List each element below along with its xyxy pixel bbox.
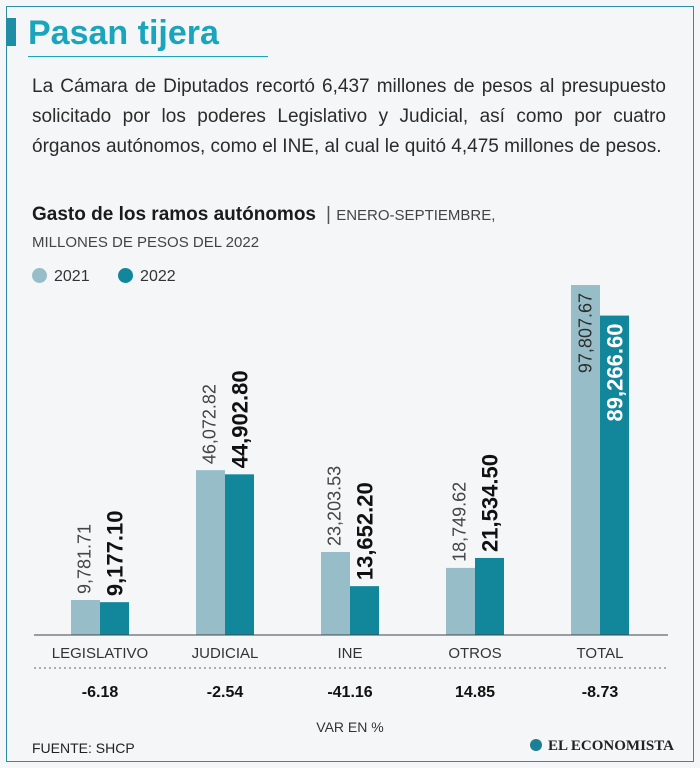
variation-value-total: -8.73 <box>582 684 619 701</box>
value-label-2021-legislativo: 9,781.71 <box>75 524 95 594</box>
category-label-total: TOTAL <box>577 645 624 662</box>
bar-2022-total <box>600 315 629 635</box>
bar-2022-legislativo <box>100 602 129 635</box>
chart-subtitle: Gasto de los ramos autónomos | ENERO-SEPT… <box>32 204 495 226</box>
header-underline <box>28 56 268 57</box>
bar-2022-judicial <box>225 474 254 635</box>
variation-value-judicial: -2.54 <box>207 684 244 701</box>
value-label-2021-total: 97,807.67 <box>576 293 596 373</box>
brand-logo: EL ECONOMISTA <box>530 738 674 755</box>
chart-title: Gasto de los ramos autónomos <box>32 204 316 225</box>
subtitle-separator: | <box>326 204 331 225</box>
legend-swatch-2022 <box>118 268 134 283</box>
source-note: FUENTE: SHCP <box>32 740 135 756</box>
bar-2022-otros <box>475 557 504 635</box>
category-label-legislativo: LEGISLATIVO <box>52 645 148 662</box>
legend-label-2022: 2022 <box>140 268 176 285</box>
variation-value-ine: -41.16 <box>327 684 372 701</box>
value-label-2021-ine: 23,203.53 <box>325 466 345 546</box>
value-label-2021-otros: 18,749.62 <box>450 482 470 562</box>
bar-2022-ine <box>350 586 379 635</box>
legend-label-2021: 2021 <box>54 268 90 285</box>
subtitle-units: MILLONES DE PESOS DEL 2022 <box>32 234 260 251</box>
bar-2021-judicial <box>196 470 225 635</box>
value-label-2022-total: 89,266.60 <box>603 324 628 422</box>
frame-border <box>6 6 694 762</box>
intro-paragraph: La Cámara de Diputados recortó 6,437 mil… <box>32 76 666 157</box>
variation-axis-label: VAR EN % <box>316 719 383 735</box>
bar-2021-legislativo <box>71 599 100 635</box>
bar-2021-ine <box>321 551 350 635</box>
brand-logo-icon <box>530 739 542 751</box>
variation-value-otros: 14.85 <box>455 684 495 701</box>
bar-2021-otros <box>446 567 475 635</box>
page-title: Pasan tijera <box>28 14 219 52</box>
category-label-otros: OTROS <box>448 645 501 662</box>
legend-item-2022: 2022 <box>118 268 176 286</box>
legend-swatch-2021 <box>32 268 47 283</box>
legend-item-2021: 2021 <box>32 268 90 286</box>
category-label-judicial: JUDICIAL <box>192 645 259 662</box>
chart-legend: 2021 2022 <box>32 268 200 290</box>
header: Pasan tijera <box>0 12 270 57</box>
value-label-2022-otros: 21,534.50 <box>478 454 503 552</box>
value-label-2022-legislativo: 9,177.10 <box>103 511 128 597</box>
category-label-ine: INE <box>337 645 362 662</box>
value-label-2022-judicial: 44,902.80 <box>228 370 253 468</box>
variation-value-legislativo: -6.18 <box>82 684 119 701</box>
bar-2021-total <box>571 285 600 635</box>
value-label-2021-judicial: 46,072.82 <box>200 384 220 464</box>
value-label-2022-ine: 13,652.20 <box>353 482 378 580</box>
header-accent-bar <box>6 18 16 46</box>
subtitle-range: ENERO-SEPTIEMBRE, <box>336 207 496 224</box>
brand-name: EL ECONOMISTA <box>548 738 674 754</box>
